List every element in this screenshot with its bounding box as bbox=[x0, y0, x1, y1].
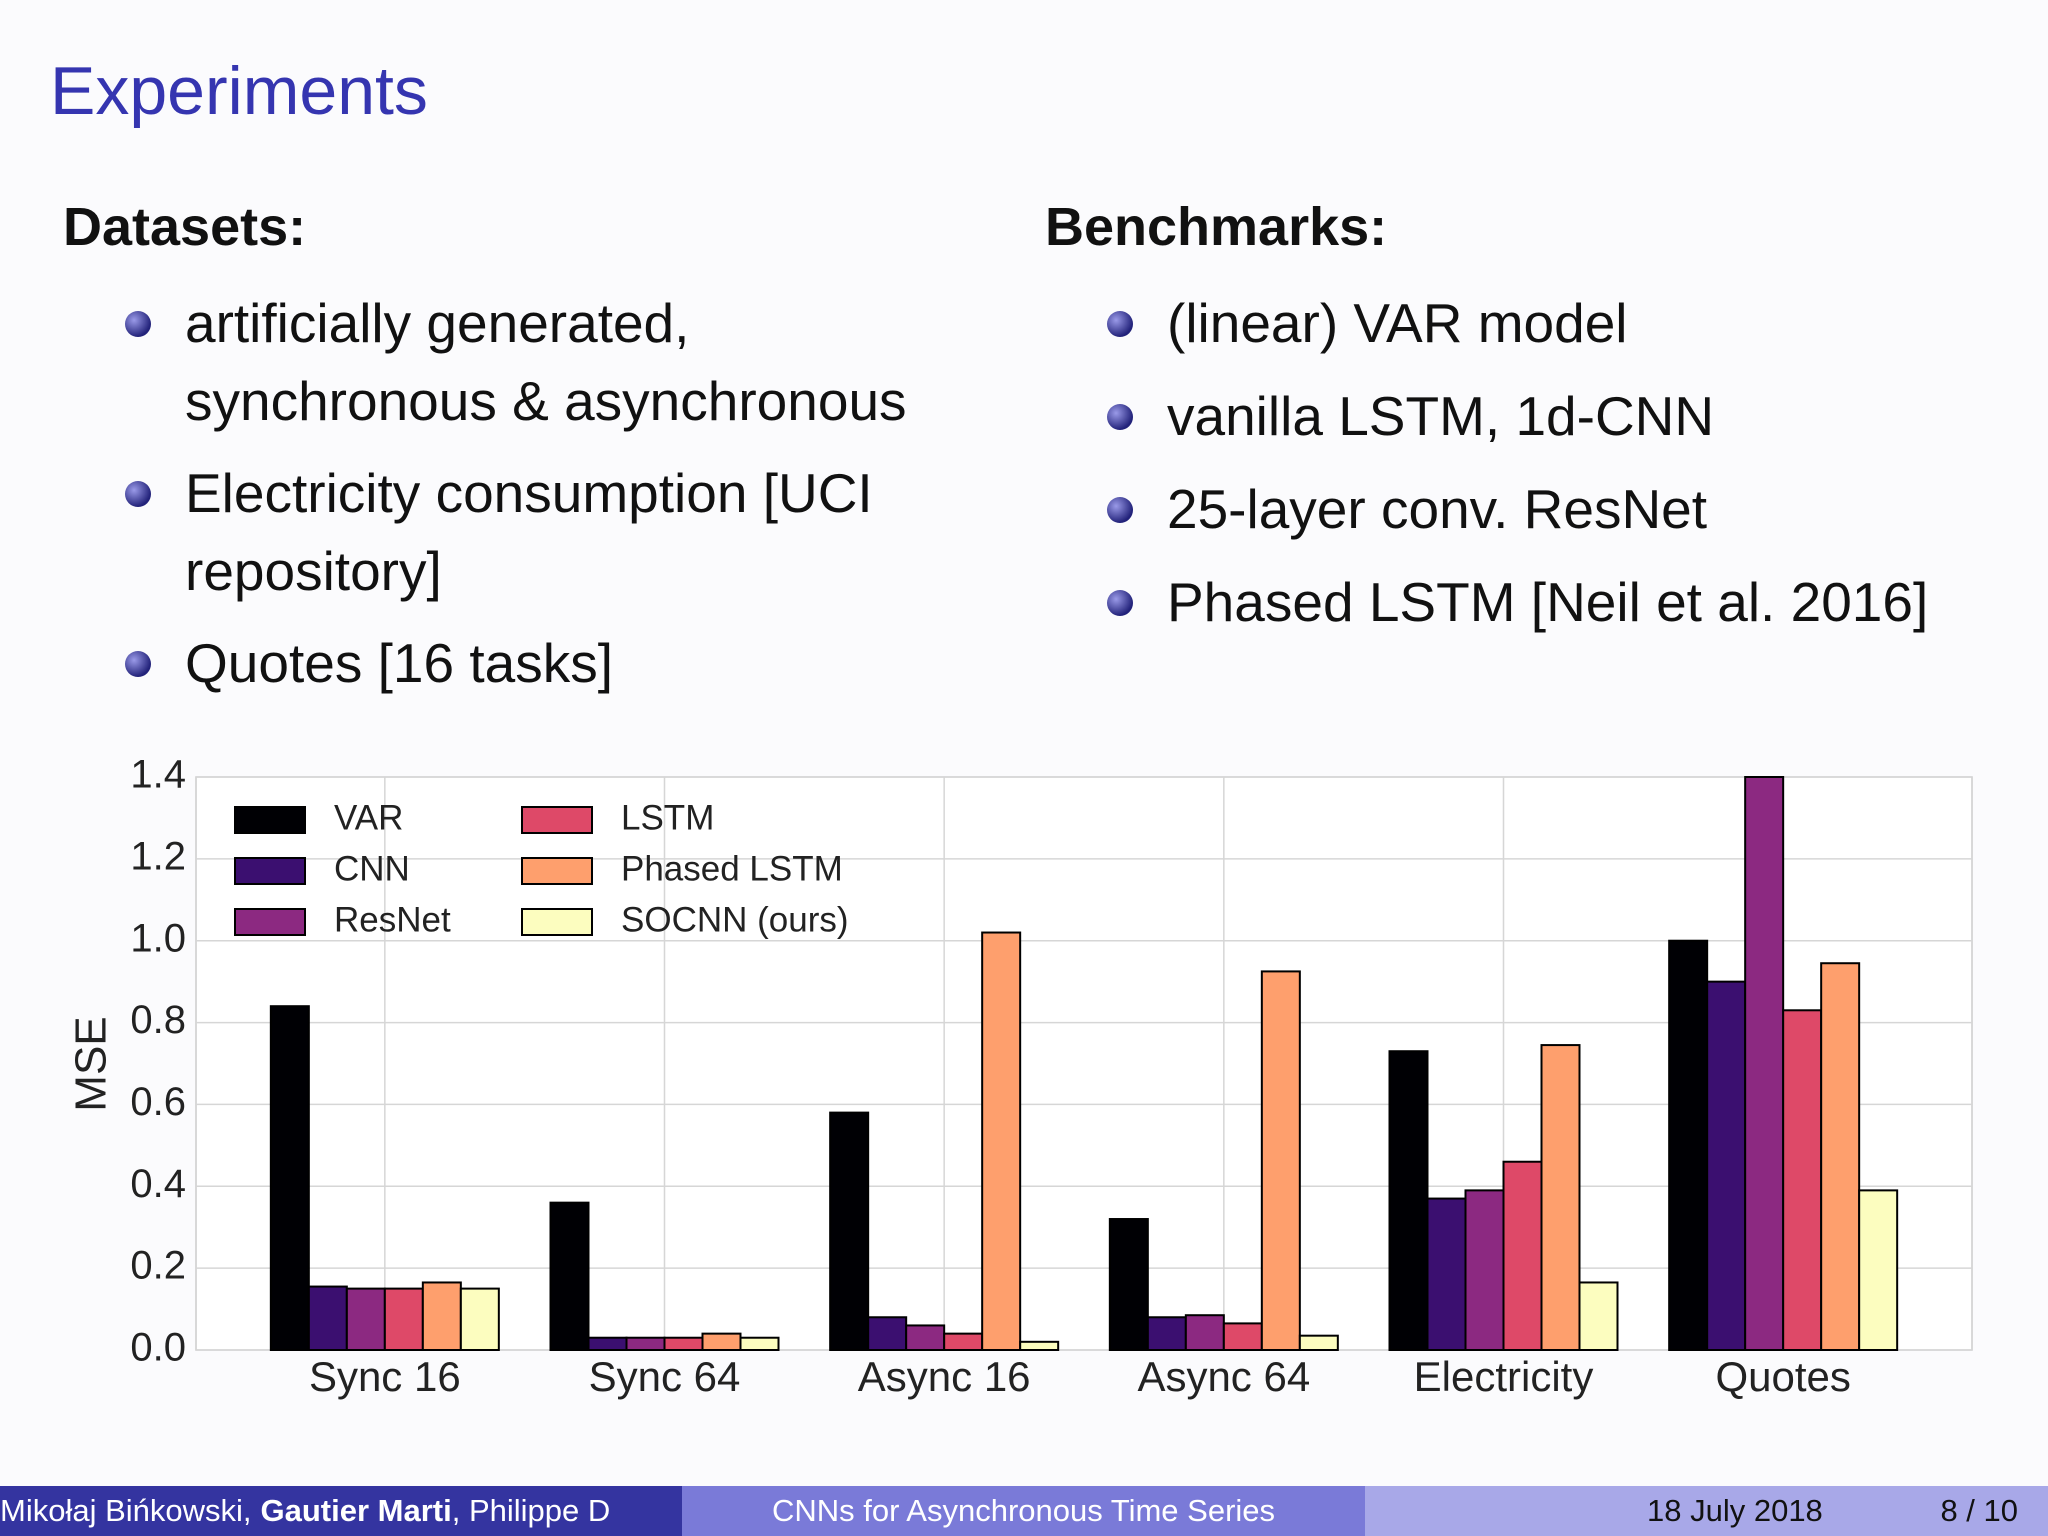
bar bbox=[1706, 980, 1747, 1351]
author: Gautier Marti bbox=[260, 1493, 452, 1528]
y-tick-label: 0.8 bbox=[130, 998, 186, 1042]
bar bbox=[867, 1316, 908, 1351]
bar bbox=[1222, 1322, 1263, 1351]
legend-label: VAR bbox=[334, 798, 403, 837]
footer-date: 18 July 2018 bbox=[1647, 1493, 1823, 1528]
bar bbox=[981, 931, 1022, 1351]
chart: MSE 0.0 0.2 0.4 0.6 0.8 1.0 1.2 1.4 Sync 16 Sync … bbox=[67, 753, 1973, 1400]
bar bbox=[307, 1285, 348, 1352]
legend-swatch bbox=[521, 908, 593, 936]
legend-label: LSTM bbox=[621, 798, 714, 837]
x-tick-label: Async 16 bbox=[858, 1353, 1031, 1400]
bar bbox=[1782, 1009, 1823, 1351]
bar bbox=[701, 1332, 742, 1352]
bullet-item: artificially generated, synchronous & as… bbox=[125, 284, 955, 440]
benchmarks-heading: Benchmarks: bbox=[1045, 197, 1388, 257]
y-axis-label: MSE bbox=[67, 1016, 116, 1111]
bar bbox=[1388, 1050, 1429, 1351]
bar bbox=[1858, 1189, 1899, 1351]
x-tick-label: Quotes bbox=[1715, 1353, 1850, 1400]
bullet-item: Quotes [16 tasks] bbox=[125, 624, 955, 702]
footer-talk: CNNs for Asynchronous Time Series bbox=[682, 1486, 1365, 1536]
bar bbox=[943, 1332, 984, 1352]
legend-swatch bbox=[521, 857, 593, 885]
bar bbox=[345, 1287, 386, 1351]
legend-label: CNN bbox=[334, 849, 410, 888]
bar bbox=[549, 1201, 590, 1351]
datasets-list: artificially generated, synchronous & as… bbox=[125, 284, 955, 716]
bar bbox=[739, 1336, 780, 1352]
legend-label: SOCNN (ours) bbox=[621, 900, 849, 939]
bar bbox=[459, 1287, 500, 1351]
bar bbox=[421, 1281, 462, 1351]
legend-swatch bbox=[234, 857, 306, 885]
bullet-item: 25-layer conv. ResNet bbox=[1106, 470, 1928, 548]
bar bbox=[269, 1005, 310, 1351]
bar bbox=[1298, 1334, 1339, 1351]
bar bbox=[1108, 1218, 1149, 1351]
bar bbox=[383, 1287, 424, 1351]
x-tick-label: Electricity bbox=[1414, 1353, 1594, 1400]
bullet-item: (linear) VAR model bbox=[1106, 284, 1928, 362]
bullet-item: vanilla LSTM, 1d-CNN bbox=[1106, 377, 1928, 455]
author: Mikołaj Bińkowski, bbox=[0, 1493, 252, 1528]
bullet-item: Electricity consumption [UCI repository] bbox=[125, 454, 955, 610]
legend-swatch bbox=[234, 806, 306, 834]
x-tick-label: Sync 64 bbox=[589, 1353, 741, 1400]
bar bbox=[1578, 1281, 1619, 1351]
y-tick-label: 1.4 bbox=[130, 753, 186, 797]
slide-title: Experiments bbox=[50, 53, 428, 129]
bar bbox=[1184, 1314, 1225, 1351]
author: , Philippe D bbox=[451, 1493, 611, 1528]
y-tick-label: 0.0 bbox=[130, 1326, 186, 1370]
y-tick-label: 1.2 bbox=[130, 834, 186, 878]
bar bbox=[1260, 970, 1301, 1352]
x-tick-label: Sync 16 bbox=[309, 1353, 461, 1400]
x-tick-label: Async 64 bbox=[1137, 1353, 1310, 1400]
y-tick-label: 0.4 bbox=[130, 1162, 186, 1206]
bar bbox=[905, 1324, 946, 1352]
legend-label: Phased LSTM bbox=[621, 849, 843, 888]
bar bbox=[1540, 1044, 1581, 1351]
benchmarks-list: (linear) VAR model vanilla LSTM, 1d-CNN 25… bbox=[1106, 284, 1928, 656]
bar bbox=[1146, 1316, 1187, 1351]
legend-swatch bbox=[234, 908, 306, 936]
bar bbox=[1668, 939, 1709, 1351]
footer-right: 18 July 2018 8 / 10 bbox=[1365, 1486, 2048, 1536]
bar bbox=[1502, 1160, 1543, 1351]
legend-swatch bbox=[521, 806, 593, 834]
footer-authors: Mikołaj Bińkowski, Gautier Marti, Philipp… bbox=[0, 1486, 682, 1536]
bar bbox=[663, 1336, 704, 1352]
bar bbox=[1464, 1189, 1505, 1351]
bar bbox=[1820, 962, 1861, 1351]
bar bbox=[829, 1111, 870, 1351]
legend-label: ResNet bbox=[334, 900, 451, 939]
footer: Mikołaj Bińkowski, Gautier Marti, Philipp… bbox=[0, 1486, 2048, 1536]
y-tick-label: 0.6 bbox=[130, 1080, 186, 1124]
bar bbox=[1426, 1197, 1467, 1352]
datasets-heading: Datasets: bbox=[63, 197, 307, 257]
bullet-item: Phased LSTM [Neil et al. 2016] bbox=[1106, 563, 1928, 641]
bar bbox=[625, 1336, 666, 1352]
footer-page: 8 / 10 bbox=[1940, 1493, 2018, 1528]
y-tick-label: 0.2 bbox=[130, 1244, 186, 1288]
y-tick-label: 1.0 bbox=[130, 916, 186, 960]
bar bbox=[1744, 776, 1785, 1351]
bar bbox=[587, 1336, 628, 1352]
bar bbox=[1019, 1340, 1060, 1351]
